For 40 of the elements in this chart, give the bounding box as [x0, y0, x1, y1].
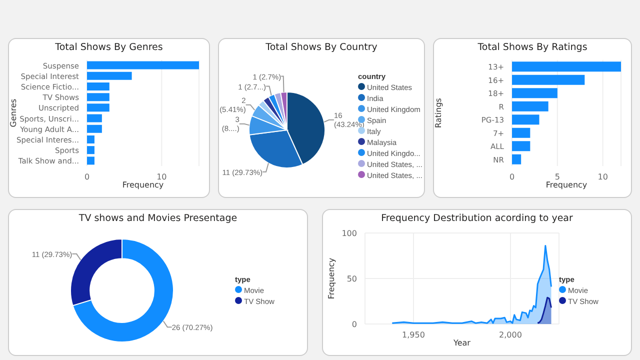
bar	[87, 114, 102, 122]
x-tick-label: 5	[554, 172, 560, 182]
x-axis-title: Year	[452, 338, 472, 348]
y-tick-label: 0	[352, 320, 357, 329]
donut-slice	[72, 238, 174, 342]
x-tick-label: 1,950	[402, 330, 425, 340]
bar	[87, 82, 110, 90]
bar	[87, 104, 110, 112]
y-axis-title: Ratings	[434, 98, 443, 128]
chart-title: Total Shows By Genres	[54, 42, 164, 55]
chart-title: Total Shows By Country	[264, 42, 378, 55]
bar	[87, 72, 132, 80]
chart-title: TV shows and Movies Presentage	[78, 213, 238, 226]
bar	[512, 62, 621, 72]
bar	[87, 124, 102, 133]
bar	[512, 128, 530, 138]
bar	[87, 61, 199, 70]
x-tick-label: 2,000	[499, 330, 522, 340]
y-axis-title: Genres	[8, 98, 18, 128]
x-axis-title: Frequency	[122, 180, 164, 190]
x-tick-label: 0	[509, 172, 515, 182]
x-tick-label: 10	[598, 172, 608, 182]
bar	[512, 114, 540, 125]
y-tick-label: 50	[346, 274, 357, 284]
bar	[512, 101, 548, 112]
chart-title: Frequency Destribution acording to year	[380, 213, 574, 226]
bar	[512, 74, 585, 85]
bar	[512, 88, 558, 98]
bar	[87, 146, 94, 154]
bar	[512, 154, 522, 164]
bar	[87, 156, 94, 165]
chart-title: Total Shows By Ratings	[476, 42, 588, 55]
bar	[512, 141, 530, 152]
bar	[87, 135, 94, 144]
y-tick-label: 100	[342, 228, 357, 238]
x-tick-label: 10	[156, 172, 167, 182]
x-tick-label: 0	[84, 172, 90, 182]
bar	[87, 93, 110, 102]
x-axis-title: Frequency	[546, 180, 588, 190]
y-axis-title: Frequency	[326, 258, 336, 300]
